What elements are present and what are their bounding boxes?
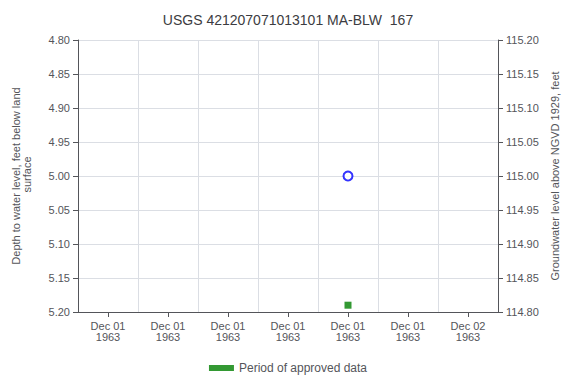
svg-text:Groundwater level above NGVD 1: Groundwater level above NGVD 1929, feet <box>549 71 561 280</box>
svg-text:115.10: 115.10 <box>506 102 539 114</box>
svg-text:114.85: 114.85 <box>506 272 539 284</box>
svg-text:4.80: 4.80 <box>49 34 70 46</box>
svg-text:115.00: 115.00 <box>506 170 539 182</box>
svg-text:1963: 1963 <box>276 331 300 343</box>
svg-text:Period of approved data: Period of approved data <box>239 361 367 375</box>
svg-text:4.95: 4.95 <box>49 136 70 148</box>
svg-text:5.05: 5.05 <box>49 204 70 216</box>
svg-text:1963: 1963 <box>96 331 120 343</box>
svg-text:115.15: 115.15 <box>506 68 539 80</box>
svg-text:Dec 01: Dec 01 <box>90 319 126 332</box>
svg-text:Dec 01: Dec 01 <box>390 319 426 332</box>
svg-text:115.05: 115.05 <box>506 136 539 148</box>
svg-text:Dec 01: Dec 01 <box>270 319 306 332</box>
svg-text:115.20: 115.20 <box>506 34 539 46</box>
svg-text:5.00: 5.00 <box>49 170 70 182</box>
svg-text:Depth to water level, feet bel: Depth to water level, feet below land <box>9 87 22 265</box>
svg-text:surface: surface <box>21 156 33 195</box>
svg-text:Dec 01: Dec 01 <box>150 319 186 332</box>
svg-text:4.90: 4.90 <box>49 102 70 114</box>
svg-text:5.20: 5.20 <box>49 306 70 318</box>
svg-text:4.85: 4.85 <box>49 68 70 80</box>
svg-text:1963: 1963 <box>216 331 240 343</box>
svg-text:Dec 02: Dec 02 <box>450 319 486 332</box>
svg-text:Dec 01: Dec 01 <box>210 319 246 332</box>
svg-text:Dec 01: Dec 01 <box>330 319 366 332</box>
svg-text:1963: 1963 <box>456 331 480 343</box>
svg-text:5.15: 5.15 <box>49 272 70 284</box>
svg-text:1963: 1963 <box>156 331 180 343</box>
svg-text:114.80: 114.80 <box>506 306 539 318</box>
svg-text:5.10: 5.10 <box>49 238 70 250</box>
svg-text:1963: 1963 <box>336 331 360 343</box>
svg-text:114.90: 114.90 <box>506 238 539 250</box>
svg-text:114.95: 114.95 <box>506 204 539 216</box>
svg-text:USGS 421207071013101 MA-BLW 1: USGS 421207071013101 MA-BLW 167 <box>163 12 414 28</box>
svg-text:1963: 1963 <box>396 331 420 343</box>
